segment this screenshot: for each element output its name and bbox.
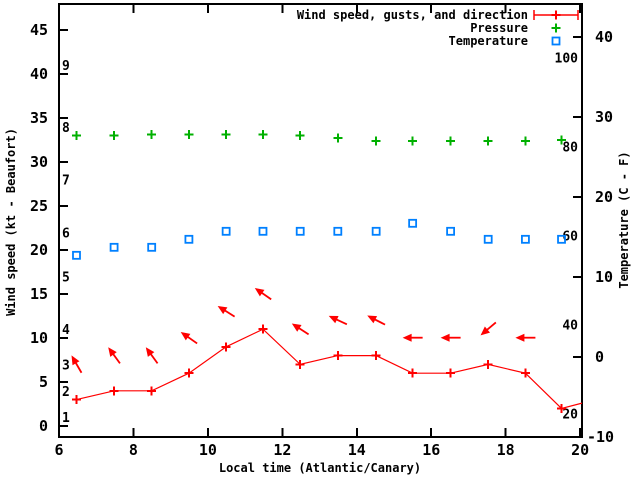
wind-direction-arrow (402, 333, 412, 342)
wind-speed-line (76, 328, 583, 410)
wind-direction-arrow (440, 333, 450, 342)
legend: Wind speed, gusts, and direction Pressur… (297, 8, 528, 48)
x-tick-label: 16 (422, 441, 440, 459)
legend-square-glyph (551, 36, 561, 46)
y-tick-label: 25 (30, 197, 48, 215)
temperature-point (221, 226, 231, 236)
beaufort-scale-label: 6 (62, 226, 70, 241)
temperature-point (521, 234, 530, 244)
x-tick-label: 6 (54, 441, 63, 459)
y2-tick-label: 30 (595, 108, 613, 126)
y2-tick-label: 40 (595, 28, 613, 46)
x-tick-label: 18 (497, 441, 515, 459)
y2-axis-title: Temperature (C - F) (617, 151, 631, 288)
legend-glyphs (533, 10, 579, 46)
y-tick-label: 10 (30, 329, 48, 347)
temperature-point (371, 226, 381, 236)
y-axis-title: Wind speed (kt - Beaufort) (4, 128, 18, 316)
y-tick-label: 5 (39, 373, 48, 391)
y2-tick-label: -10 (587, 428, 614, 446)
beaufort-scale-label: 5 (62, 270, 70, 285)
x-tick-label: 14 (348, 441, 366, 459)
temperature-point (184, 234, 194, 244)
beaufort-scale-label: 4 (62, 323, 70, 338)
fahrenheit-scale-label: 20 (562, 407, 578, 422)
y-tick-label: 45 (30, 21, 48, 39)
y-tick-label: 0 (39, 417, 48, 435)
plot-border (58, 3, 583, 438)
wind-direction-arrow (145, 347, 155, 357)
beaufort-scale-label: 9 (62, 59, 70, 74)
wind-direction-arrow (71, 355, 80, 366)
y-tick-label: 35 (30, 109, 48, 127)
beaufort-scale-label: 3 (62, 358, 70, 373)
temperature-point (483, 234, 493, 244)
wind-direction-arrow (291, 323, 302, 332)
y2-tick-label: 20 (595, 188, 613, 206)
fahrenheit-scale-label: 100 (555, 52, 579, 67)
wind-direction-arrow (254, 287, 265, 297)
y2-tick-label: 0 (595, 348, 604, 366)
y-tick-label: 40 (30, 65, 48, 83)
wind-direction-arrow (367, 315, 378, 324)
secondary-scale-labels: 1 2 3 4 5 6 7 8 9 20 40 60 80 100 (62, 52, 578, 427)
x-tick-label: 12 (273, 441, 291, 459)
x-axis-title: Local time (Atlantic/Canary) (219, 461, 421, 475)
legend-label-temperature: Temperature (449, 34, 528, 48)
temperature-point (109, 242, 119, 252)
temperature-point (72, 250, 81, 260)
wind-direction-arrow (180, 331, 191, 341)
temperature-point (446, 226, 455, 236)
y2-tick-label: 10 (595, 268, 613, 286)
temperature-point (258, 226, 268, 236)
fahrenheit-scale-label: 80 (562, 141, 578, 156)
temperature-point (408, 218, 418, 228)
wind-direction-arrow (217, 305, 228, 315)
y-tick-label: 30 (30, 153, 48, 171)
legend-label-wind: Wind speed, gusts, and direction (297, 8, 528, 22)
wind-direction-arrow (480, 326, 491, 336)
fahrenheit-scale-label: 40 (562, 318, 578, 333)
wind-direction-arrow (108, 347, 117, 357)
temperature-point (333, 226, 343, 236)
y-tick-label: 20 (30, 241, 48, 259)
y-tick-label: 15 (30, 285, 48, 303)
wind-direction-arrow (328, 315, 339, 324)
legend-label-pressure: Pressure (470, 21, 528, 35)
x-tick-label: 20 (571, 441, 589, 459)
axis-ticks: 6 8 10 12 14 16 18 20051015202530354045-1001020… (30, 5, 614, 459)
beaufort-scale-label: 7 (62, 174, 70, 189)
x-tick-label: 10 (199, 441, 217, 459)
beaufort-scale-label: 8 (62, 121, 70, 136)
temperature-point (557, 234, 566, 244)
beaufort-scale-label: 2 (62, 385, 70, 400)
x-tick-label: 8 (129, 441, 138, 459)
temperature-point (295, 226, 305, 236)
fahrenheit-scale-label: 60 (562, 229, 578, 244)
wind-direction-arrow (515, 333, 525, 342)
beaufort-scale-label: 1 (62, 411, 70, 426)
temperature-point (147, 242, 157, 252)
data-series (71, 129, 583, 413)
